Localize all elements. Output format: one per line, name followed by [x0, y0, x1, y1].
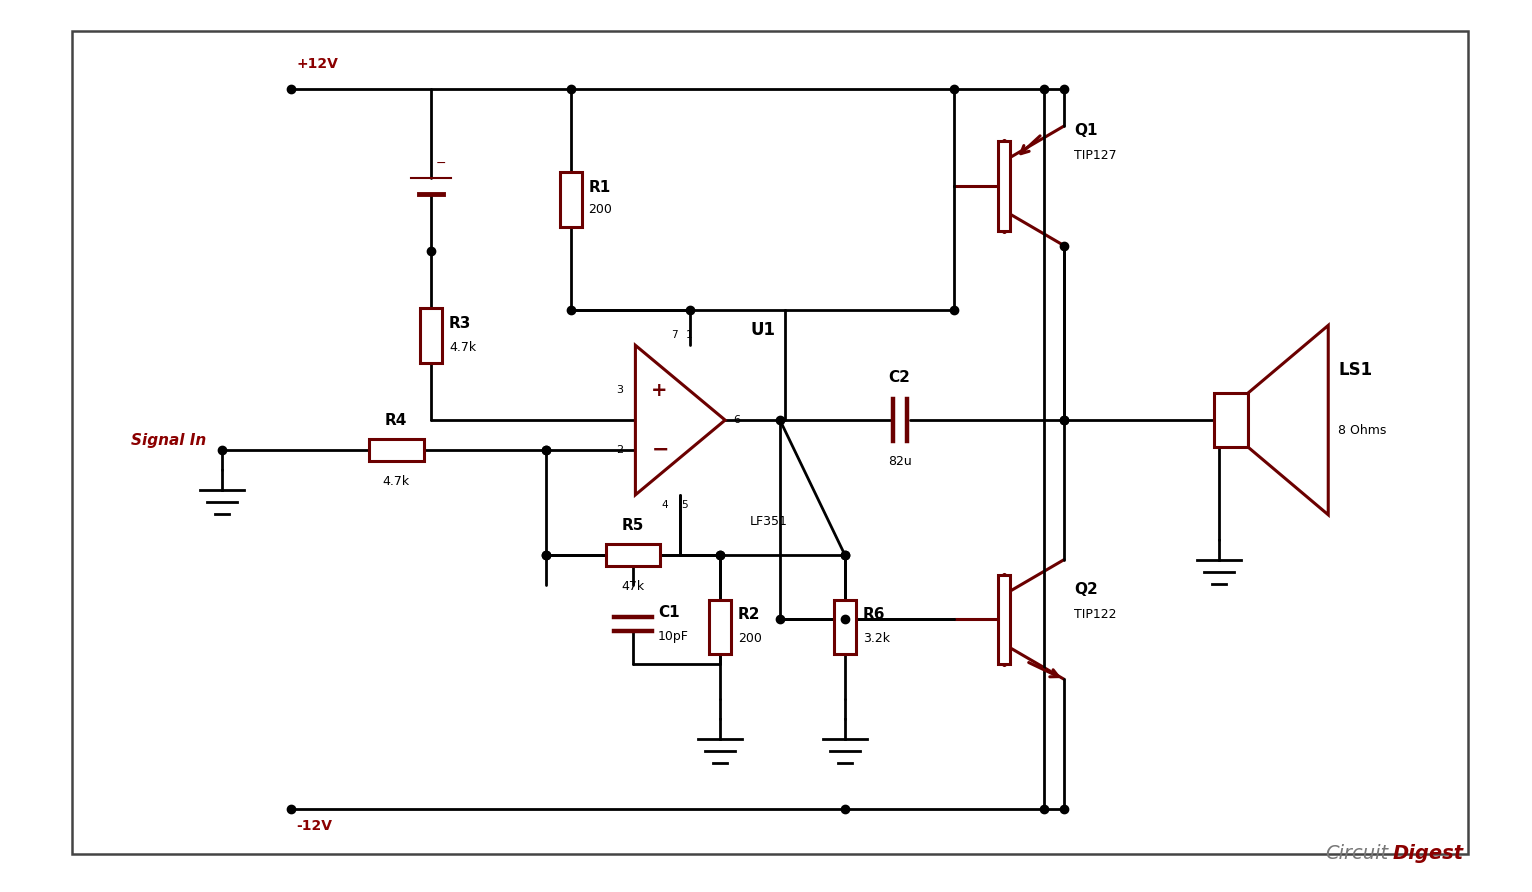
Text: TIP122: TIP122	[1074, 608, 1117, 621]
Text: LS1: LS1	[1339, 361, 1373, 379]
Text: R3: R3	[449, 316, 472, 331]
Bar	[605, 544, 660, 566]
Bar	[999, 574, 1010, 665]
Text: Circuit: Circuit	[1325, 844, 1388, 863]
Bar	[833, 599, 856, 655]
Text: +: +	[651, 381, 668, 400]
Bar	[369, 439, 423, 461]
Text: 47k: 47k	[622, 580, 645, 592]
Text: LF351: LF351	[751, 515, 787, 528]
Text: Digest: Digest	[1393, 844, 1465, 863]
Text: 5: 5	[682, 500, 688, 510]
Text: 3.2k: 3.2k	[863, 632, 890, 646]
Text: 10pF: 10pF	[657, 630, 689, 643]
Text: R2: R2	[738, 607, 760, 623]
Text: 8 Ohms: 8 Ohms	[1339, 424, 1386, 436]
Bar	[1213, 392, 1249, 448]
Text: R5: R5	[622, 517, 643, 533]
Text: +12V: +12V	[297, 57, 339, 71]
Text: 6: 6	[734, 415, 740, 425]
Polygon shape	[636, 345, 725, 495]
Text: C2: C2	[889, 370, 910, 385]
Text: 1: 1	[686, 330, 692, 341]
Text: U1: U1	[751, 321, 775, 339]
Text: Q2: Q2	[1074, 582, 1098, 597]
Text: 7: 7	[671, 330, 679, 341]
Text: 4.7k: 4.7k	[383, 475, 409, 488]
Text: R1: R1	[588, 180, 611, 195]
Polygon shape	[1249, 326, 1328, 515]
Bar	[709, 599, 731, 655]
Text: R6: R6	[863, 607, 885, 623]
Text: 82u: 82u	[887, 455, 912, 468]
Text: 200: 200	[588, 203, 613, 216]
Text: Signal In: Signal In	[132, 433, 207, 448]
Text: −: −	[651, 440, 669, 460]
Text: 200: 200	[738, 632, 761, 646]
Bar	[420, 308, 443, 363]
Text: 3: 3	[616, 385, 624, 395]
Text: 4: 4	[662, 500, 668, 510]
Text: -12V: -12V	[297, 819, 332, 833]
Text: 4.7k: 4.7k	[449, 341, 476, 354]
Text: C1: C1	[657, 605, 680, 620]
Text: R4: R4	[385, 413, 408, 428]
Bar	[559, 172, 582, 227]
Bar	[999, 141, 1010, 231]
Text: −: −	[437, 157, 446, 170]
Text: Q1: Q1	[1074, 123, 1097, 138]
Text: TIP127: TIP127	[1074, 149, 1117, 162]
Text: 2: 2	[616, 445, 624, 455]
